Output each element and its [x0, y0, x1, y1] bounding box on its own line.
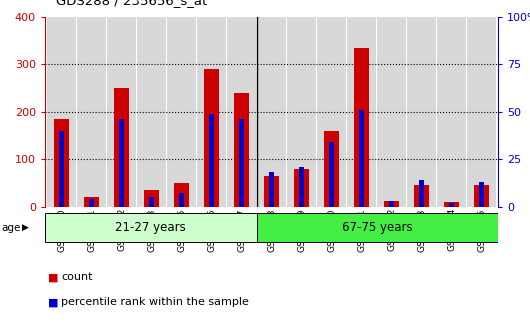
Text: 67-75 years: 67-75 years — [342, 221, 413, 234]
Bar — [377, 17, 406, 207]
Bar — [407, 17, 436, 207]
Bar — [234, 93, 249, 207]
Bar — [174, 183, 189, 207]
Bar — [77, 17, 106, 207]
Text: 21-27 years: 21-27 years — [116, 221, 186, 234]
Bar — [137, 17, 166, 207]
Bar — [239, 119, 244, 207]
Text: percentile rank within the sample: percentile rank within the sample — [61, 297, 249, 307]
Bar — [257, 17, 286, 207]
Bar — [89, 199, 94, 207]
Bar — [264, 176, 279, 207]
Bar — [294, 169, 309, 207]
Bar — [384, 201, 399, 207]
Text: ■: ■ — [48, 297, 58, 307]
Bar — [389, 201, 394, 207]
Text: ▶: ▶ — [22, 223, 29, 232]
Bar — [329, 142, 334, 207]
Bar — [317, 17, 346, 207]
Bar — [107, 17, 136, 207]
Bar — [204, 69, 219, 207]
Bar — [59, 131, 64, 207]
Bar — [359, 110, 364, 207]
Text: ■: ■ — [48, 272, 58, 282]
Text: GDS288 / 235656_s_at: GDS288 / 235656_s_at — [56, 0, 207, 7]
Text: age: age — [2, 223, 21, 233]
Bar — [144, 190, 159, 207]
Bar — [47, 17, 76, 207]
Bar — [437, 17, 466, 207]
Bar — [474, 185, 489, 207]
Bar — [419, 180, 425, 207]
Bar — [324, 131, 339, 207]
Bar — [114, 88, 129, 207]
Bar — [257, 213, 498, 242]
Bar — [347, 17, 376, 207]
Bar — [179, 193, 184, 207]
Bar — [299, 167, 304, 207]
Bar — [167, 17, 196, 207]
Bar — [84, 197, 99, 207]
Bar — [449, 203, 454, 207]
Bar — [444, 202, 459, 207]
Bar — [354, 48, 369, 207]
Bar — [45, 213, 257, 242]
Bar — [414, 185, 429, 207]
Bar — [479, 182, 484, 207]
Bar — [467, 17, 496, 207]
Bar — [269, 172, 275, 207]
Bar — [197, 17, 226, 207]
Bar — [54, 119, 69, 207]
Bar — [209, 114, 214, 207]
Text: count: count — [61, 272, 92, 282]
Bar — [287, 17, 316, 207]
Bar — [227, 17, 256, 207]
Bar — [119, 119, 124, 207]
Bar — [149, 197, 154, 207]
